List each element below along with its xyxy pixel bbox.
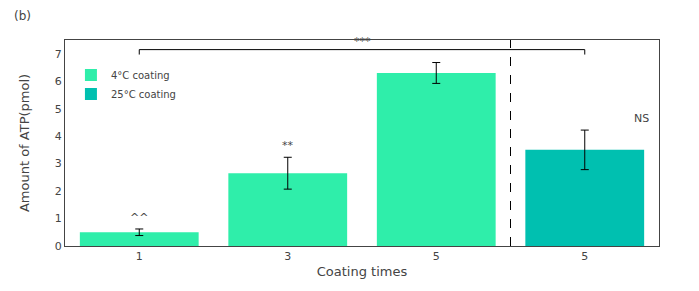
svg-text:***: ***	[354, 35, 371, 48]
svg-text:7: 7	[55, 48, 62, 61]
svg-text:3: 3	[284, 250, 291, 263]
svg-text:0: 0	[55, 240, 62, 253]
svg-text:Coating times: Coating times	[317, 264, 408, 279]
svg-text:5: 5	[55, 103, 62, 116]
svg-text:4: 4	[55, 130, 62, 143]
svg-text:5: 5	[581, 250, 588, 263]
svg-text:(b): (b)	[14, 9, 31, 23]
svg-text:1: 1	[55, 212, 62, 225]
svg-text:5: 5	[433, 250, 440, 263]
svg-text:4°C coating: 4°C coating	[111, 70, 170, 81]
svg-text:**: **	[282, 139, 294, 152]
svg-text:^^: ^^	[130, 211, 148, 224]
svg-text:25°C coating: 25°C coating	[111, 89, 176, 100]
svg-text:NS: NS	[634, 112, 649, 125]
svg-text:Amount of ATP(pmol): Amount of ATP(pmol)	[17, 74, 32, 212]
svg-text:1: 1	[136, 250, 143, 263]
svg-text:3: 3	[55, 157, 62, 170]
svg-text:2: 2	[55, 185, 62, 198]
svg-text:6: 6	[55, 75, 62, 88]
